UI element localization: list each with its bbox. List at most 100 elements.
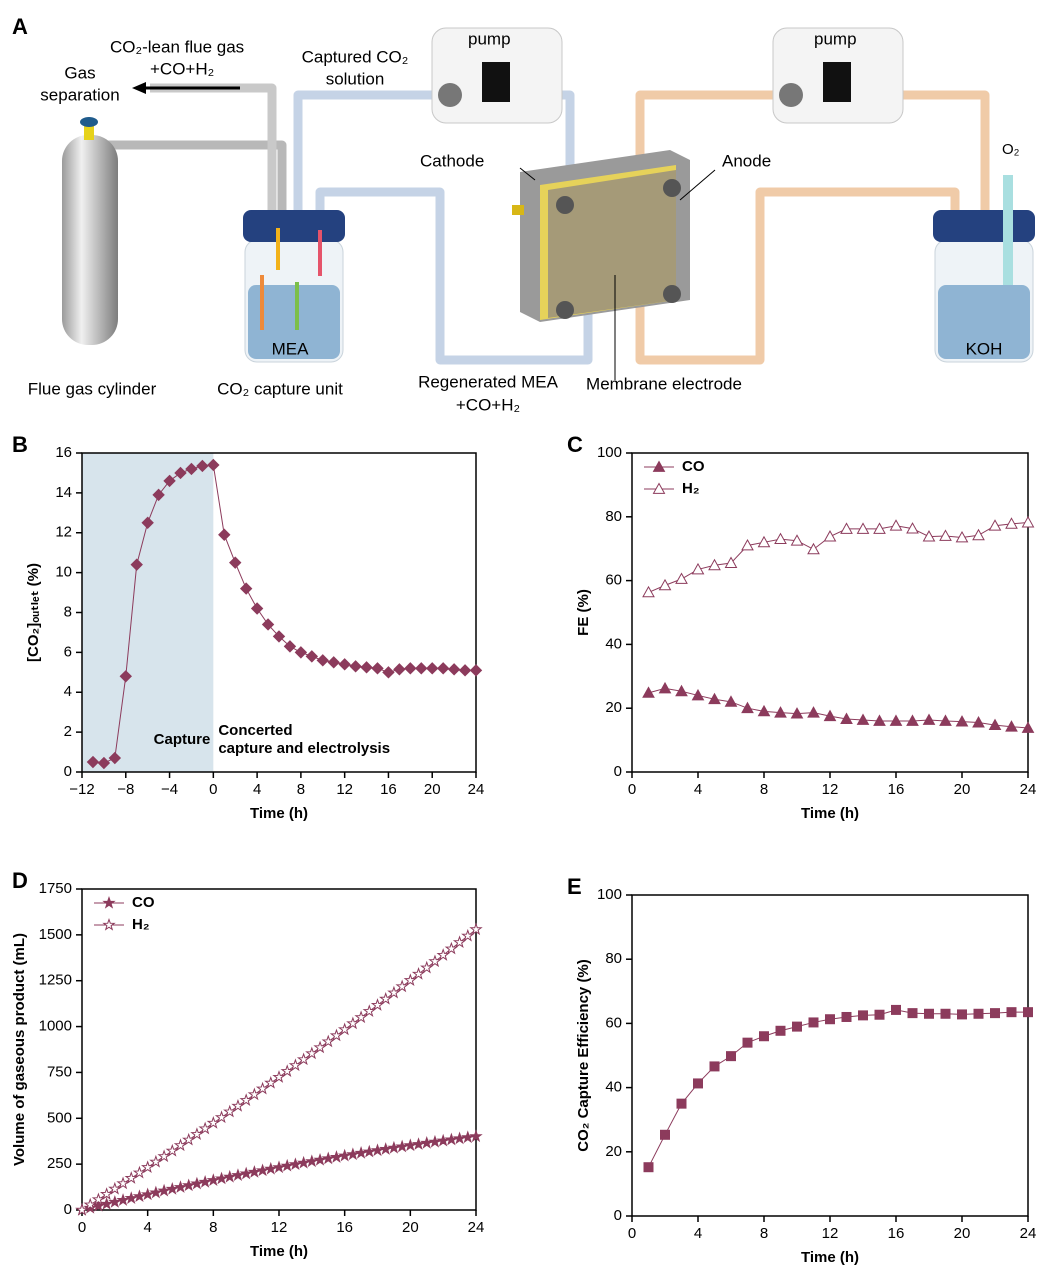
marker [157,1149,171,1163]
marker [280,1158,294,1172]
marker [99,1187,114,1200]
legend-label: H₂ [682,480,700,497]
marker [643,1162,654,1173]
y-tick-label: 80 [605,508,622,525]
marker [708,558,721,571]
marker [371,662,384,675]
x-tick-label: 0 [78,1219,86,1236]
panel-label: E [567,874,582,899]
marker [1005,720,1018,732]
marker [955,531,969,543]
marker [124,1171,138,1184]
marker [185,462,198,476]
marker [321,1151,335,1165]
y-tick-label: 1000 [39,1018,72,1035]
marker [119,670,132,683]
legend-marker [102,895,116,909]
x-tick-label: 16 [380,781,397,798]
marker [907,1008,918,1019]
marker [742,1037,753,1048]
marker [426,662,439,675]
marker [452,1131,467,1145]
diagram-label: Membrane electrode [586,374,742,393]
plot-frame [81,888,477,1211]
marker [382,666,395,679]
marker [411,967,426,980]
marker [444,1132,459,1146]
marker [223,1104,237,1118]
marker [972,716,985,728]
marker [305,650,319,663]
marker [415,662,428,675]
marker [873,714,886,726]
marker [675,684,688,697]
jar-label: KOH [966,339,1003,358]
chart: E 0 4 8 12 16 20 24 0 20 40 60 80 100 Time (h) CO₂ Capt… [567,874,1036,1266]
marker [288,1157,303,1171]
marker [362,1004,376,1017]
y-tick-label: 40 [605,1079,622,1096]
marker [856,713,870,725]
valve [84,124,94,140]
marker [1023,1007,1033,1018]
y-tick-label: 60 [605,572,622,589]
x-tick-label: 16 [888,781,905,798]
marker [362,1144,376,1158]
marker [140,1187,155,1201]
marker [349,660,362,673]
legend-marker [102,917,116,931]
y-tick-label: 20 [605,699,622,716]
plot-frame [631,894,1029,1217]
marker [841,1011,852,1022]
marker [691,688,705,701]
marker [889,714,903,726]
marker [370,998,385,1011]
y-tick-label: 1500 [39,926,72,943]
marker [420,1136,434,1149]
diagram-label: CO₂ capture unit [217,379,343,398]
marker [198,1121,212,1135]
marker [182,1178,196,1192]
marker [792,1021,802,1032]
marker [206,1173,221,1186]
x-tick-label: 4 [694,781,702,798]
marker [280,1064,294,1077]
x-tick-label: 12 [336,781,353,798]
x-tick-label: 12 [822,1225,839,1242]
y-tick-label: 80 [605,950,622,967]
marker [1021,516,1035,528]
marker [807,706,820,718]
marker [132,1165,147,1179]
diagram-label: Captured CO₂ [302,47,409,66]
diagram-label: Regenerated MEA [418,372,559,391]
marker [239,582,253,595]
marker [97,756,111,770]
marker [190,1176,204,1190]
marker [239,1093,253,1106]
bolt [556,301,574,319]
bolt [556,196,574,214]
y-tick-label: 8 [64,603,72,620]
marker [988,519,1002,531]
marker [264,1161,278,1175]
x-tick-label: 8 [209,1219,217,1236]
y-axis-label: Volume of gaseous product (mL) [11,933,28,1166]
mea-liquid [248,285,340,359]
marker [1006,1007,1017,1018]
pump-label: pump [814,29,857,48]
cathode-label: Cathode [420,151,484,170]
marker [411,1137,426,1150]
marker [676,1098,687,1109]
panel-label: A [12,14,28,39]
marker [229,556,242,569]
marker [404,662,417,675]
marker [231,1168,245,1181]
legend-label: CO [132,894,155,911]
marker [724,695,738,707]
marker [825,1014,835,1025]
marker [132,1189,147,1203]
marker [642,686,655,698]
marker [149,1185,163,1199]
x-tick-label: 8 [297,781,305,798]
